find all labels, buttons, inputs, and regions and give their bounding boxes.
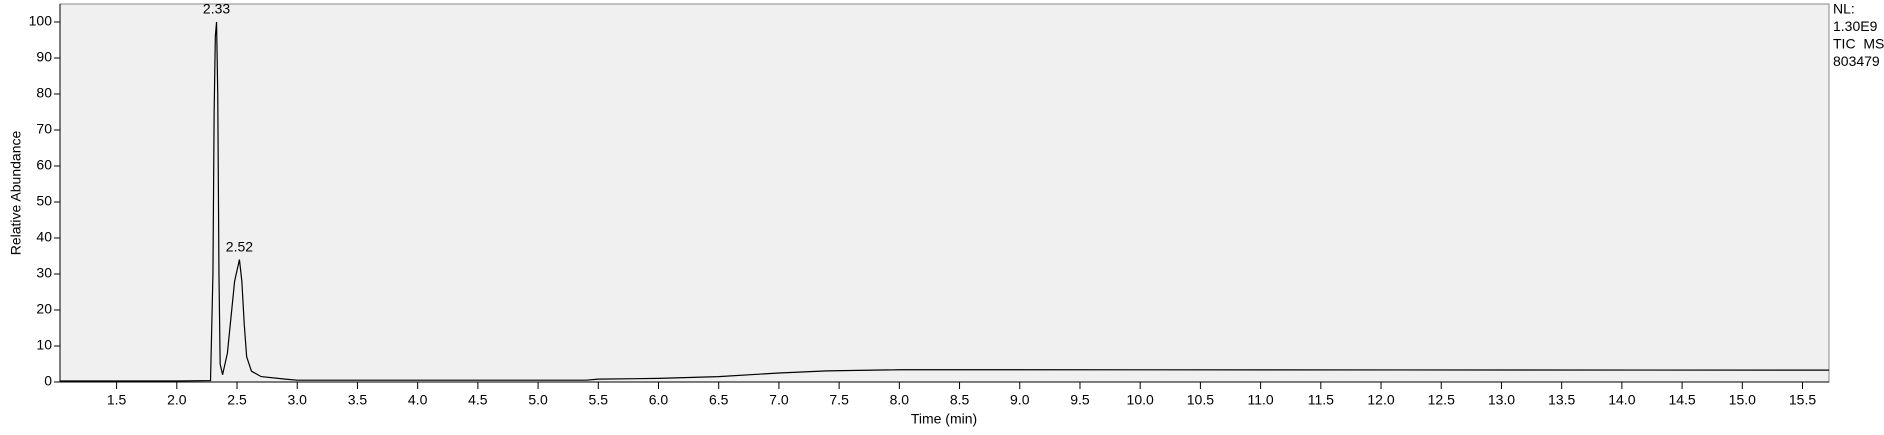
y-tick-label: 50	[36, 193, 52, 209]
x-tick-label: 15.5	[1789, 392, 1816, 408]
x-tick-label: 6.0	[649, 392, 669, 408]
y-tick-label: 40	[36, 229, 52, 245]
x-tick-label: 5.5	[589, 392, 609, 408]
x-tick-label: 7.0	[769, 392, 789, 408]
x-tick-label: 9.5	[1070, 392, 1090, 408]
side-label: TIC MS	[1833, 36, 1884, 52]
x-tick-label: 14.0	[1608, 392, 1635, 408]
y-axis-title: Relative Abundance	[8, 131, 24, 256]
y-tick-label: 20	[36, 301, 52, 317]
side-label: NL:	[1833, 1, 1855, 17]
y-tick-label: 30	[36, 265, 52, 281]
x-tick-label: 8.0	[890, 392, 910, 408]
y-tick-label: 60	[36, 157, 52, 173]
x-tick-label: 11.0	[1247, 392, 1273, 408]
y-tick-label: 70	[36, 121, 52, 137]
x-tick-label: 15.0	[1729, 392, 1756, 408]
x-tick-label: 4.0	[408, 392, 428, 408]
x-tick-label: 13.5	[1548, 392, 1575, 408]
peak-label: 2.33	[203, 1, 230, 17]
x-tick-label: 11.5	[1308, 392, 1334, 408]
y-tick-label: 0	[44, 373, 52, 389]
x-tick-label: 3.0	[287, 392, 307, 408]
x-tick-label: 2.0	[167, 392, 187, 408]
x-tick-label: 1.5	[107, 392, 127, 408]
y-tick-label: 90	[36, 49, 52, 65]
peak-label: 2.52	[226, 238, 253, 254]
x-tick-label: 9.0	[1010, 392, 1030, 408]
x-tick-label: 10.5	[1187, 392, 1214, 408]
x-tick-label: 2.5	[227, 392, 247, 408]
side-label: 803479	[1833, 53, 1880, 69]
x-tick-label: 12.5	[1428, 392, 1455, 408]
x-tick-label: 13.0	[1488, 392, 1515, 408]
x-tick-label: 10.0	[1127, 392, 1154, 408]
y-tick-label: 80	[36, 85, 52, 101]
y-tick-label: 10	[36, 337, 52, 353]
x-tick-label: 6.5	[709, 392, 729, 408]
x-tick-label: 12.0	[1367, 392, 1394, 408]
trace	[60, 21, 1830, 382]
x-tick-label: 5.0	[528, 392, 548, 408]
x-tick-label: 3.5	[348, 392, 368, 408]
x-axis-title: Time (min)	[911, 411, 977, 427]
x-tick-label: 8.5	[950, 392, 970, 408]
plot-area	[59, 3, 1830, 383]
y-tick-label: 100	[29, 13, 53, 29]
x-tick-label: 4.5	[468, 392, 488, 408]
side-label: 1.30E9	[1833, 18, 1878, 34]
x-tick-label: 14.5	[1668, 392, 1695, 408]
x-tick-label: 7.5	[829, 392, 849, 408]
